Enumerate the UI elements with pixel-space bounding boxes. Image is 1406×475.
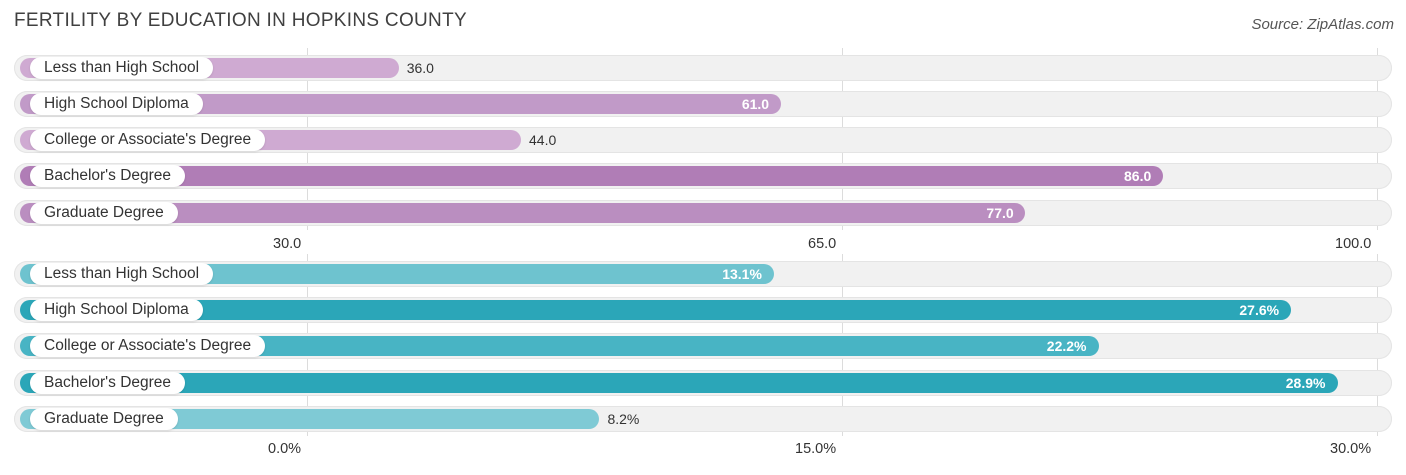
bar — [20, 336, 1099, 356]
tick-label: 100.0 — [1335, 236, 1372, 252]
value-label: 77.0 — [986, 205, 1014, 221]
bar — [20, 166, 1163, 186]
tick-label: 30.0 — [273, 236, 302, 252]
value-label: 22.2% — [1046, 338, 1087, 354]
category-label: Less than High School — [30, 57, 214, 79]
bar — [20, 203, 1026, 223]
chart-source: Source: ZipAtlas.com — [1251, 16, 1394, 33]
bar — [20, 300, 1292, 320]
category-label: Graduate Degree — [30, 202, 178, 224]
tick-label: 0.0% — [268, 441, 302, 457]
value-label: 44.0 — [529, 132, 557, 148]
category-label: Graduate Degree — [30, 408, 178, 430]
value-label: 86.0 — [1124, 168, 1152, 184]
chart-title: FERTILITY BY EDUCATION IN HOPKINS COUNTY — [14, 10, 467, 31]
tick-label: 65.0 — [808, 236, 837, 252]
category-label: College or Associate's Degree — [30, 129, 266, 151]
value-label: 8.2% — [607, 411, 640, 427]
category-label: High School Diploma — [30, 93, 203, 115]
category-label: Less than High School — [30, 263, 214, 285]
value-label: 61.0 — [741, 96, 770, 112]
category-label: High School Diploma — [30, 299, 203, 321]
category-label: Bachelor's Degree — [30, 372, 186, 394]
category-label: College or Associate's Degree — [30, 335, 266, 357]
value-label: 28.9% — [1285, 375, 1326, 391]
tick-label: 15.0% — [795, 441, 837, 457]
value-label: 36.0 — [406, 60, 434, 76]
value-label: 13.1% — [722, 266, 762, 282]
bar — [20, 373, 1338, 393]
tick-label: 30.0% — [1330, 441, 1372, 457]
category-label: Bachelor's Degree — [30, 165, 186, 187]
value-label: 27.6% — [1239, 302, 1280, 318]
bar — [20, 94, 781, 114]
